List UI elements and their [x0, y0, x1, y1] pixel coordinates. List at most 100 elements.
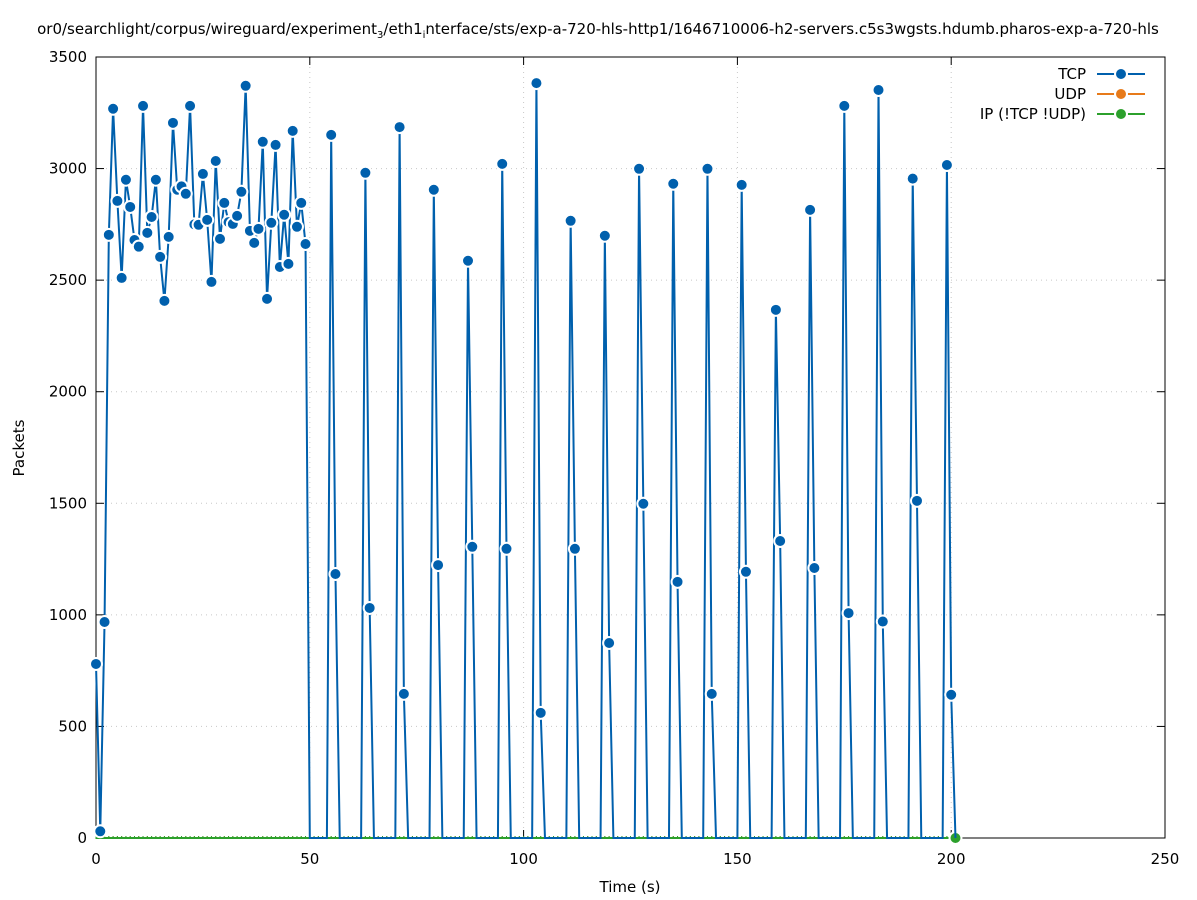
y-tick-label: 3000 [49, 160, 87, 178]
tcp-data-point [328, 567, 343, 582]
tcp-data-point [217, 195, 232, 210]
tcp-data-point [768, 302, 783, 317]
tcp-data-point [195, 166, 210, 181]
tcp-data-point [704, 686, 719, 701]
tcp-data-point [208, 153, 223, 168]
legend-marker [1114, 107, 1128, 121]
tcp-data-point [773, 533, 788, 548]
tcp-data-point [944, 687, 959, 702]
tcp-data-point [875, 614, 890, 629]
tcp-data-point [909, 493, 924, 508]
tcp-data-point [101, 227, 116, 242]
tcp-data-point [734, 177, 749, 192]
tcp-data-point [499, 541, 514, 556]
tcp-data-point [461, 253, 476, 268]
tcp-data-point [247, 235, 262, 250]
tcp-data-point [529, 76, 544, 91]
tcp-data-point [738, 564, 753, 579]
grid [96, 57, 1165, 838]
y-tick-label: 1000 [49, 606, 87, 624]
x-tick-label: 200 [937, 850, 966, 868]
chart-title: or0/searchlight/corpus/wireguard/experim… [37, 20, 1159, 41]
tcp-data-point [268, 137, 283, 152]
tcp-data-point [97, 614, 112, 629]
tcp-data-point [157, 293, 172, 308]
tcp-data-point [255, 134, 270, 149]
tcp-data-point [264, 215, 279, 230]
title-part: /eth1 [383, 20, 423, 38]
axes: 0 500 1000 1500 2000 2500 3000 3500 0 50 100 150 200… [49, 48, 1180, 868]
tcp-data-point [563, 213, 578, 228]
tcp-data-point [700, 161, 715, 176]
tcp-data-point [281, 256, 296, 271]
tcp-data-point [465, 539, 480, 554]
tcp-data-point [939, 158, 954, 173]
legend-marker [1114, 67, 1128, 81]
tcp-data-point [396, 686, 411, 701]
y-tick-label: 3500 [49, 48, 87, 66]
tcp-data-point [841, 606, 856, 621]
tcp-data-point [153, 249, 168, 264]
tcp-data-point [567, 541, 582, 556]
tcp-data-point [670, 574, 685, 589]
tcp-data-point [204, 274, 219, 289]
plot-frame [95, 56, 1166, 839]
tcp-data-point [144, 209, 159, 224]
legend-label: IP (!TCP !UDP) [980, 105, 1086, 123]
tcp-data-point [183, 98, 198, 113]
tcp-data-point [666, 176, 681, 191]
tcp-data-point [602, 635, 617, 650]
tcp-data-point [251, 221, 266, 236]
title-subscript: 3 [377, 30, 384, 41]
tcp-data-point [277, 207, 292, 222]
tcp-data-point [392, 120, 407, 135]
tcp-data-point [93, 824, 108, 839]
tcp-data-point [213, 231, 228, 246]
y-tick-label: 2000 [49, 383, 87, 401]
tcp-data-point [238, 78, 253, 93]
tcp-data-point [260, 291, 275, 306]
tcp-data-point [324, 127, 339, 142]
tcp-data-point [905, 171, 920, 186]
tcp-data-point [803, 202, 818, 217]
tcp-data-point [123, 199, 138, 214]
x-tick-label: 0 [91, 850, 101, 868]
tcp-data-point [114, 270, 129, 285]
tcp-data-point [298, 236, 313, 251]
legend-label: TCP [1057, 65, 1086, 83]
title-subscript: i [422, 30, 426, 41]
tcp-data-point [200, 212, 215, 227]
tcp-data-point [106, 101, 121, 116]
legend: TCP UDP IP (!TCP !UDP) [980, 65, 1145, 123]
tcp-data-point [89, 656, 103, 671]
tcp-data-point [234, 184, 249, 199]
tcp-data-point [289, 219, 304, 234]
y-tick-label: 0 [77, 829, 87, 847]
x-tick-label: 250 [1151, 850, 1180, 868]
tcp-data-point [161, 229, 176, 244]
tcp-data-point [178, 186, 193, 201]
tcp-data-point [285, 123, 300, 138]
x-tick-label: 100 [509, 850, 538, 868]
tcp-data-point [533, 705, 548, 720]
tcp-data-point [597, 228, 612, 243]
tcp-data-point [110, 193, 125, 208]
tcp-data-point [136, 98, 151, 113]
tcp-data-point [431, 558, 446, 573]
tcp-data-point [871, 83, 886, 98]
tcp-data-point [148, 172, 163, 187]
tcp-data-point [495, 156, 510, 171]
tcp-data-point [131, 239, 146, 254]
x-tick-label: 150 [723, 850, 752, 868]
series-layer [89, 76, 963, 845]
tcp-data-point [807, 560, 822, 575]
y-tick-label: 2500 [49, 271, 87, 289]
tcp-data-point [837, 98, 852, 113]
tcp-data-point [118, 172, 133, 187]
title-part: nterface/sts/exp-a-720-hls-http1/1646710… [425, 20, 1159, 38]
tcp-data-point [358, 165, 373, 180]
tcp-data-point [294, 195, 309, 210]
tcp-data-point [140, 225, 155, 240]
tcp-data-point [426, 182, 441, 197]
